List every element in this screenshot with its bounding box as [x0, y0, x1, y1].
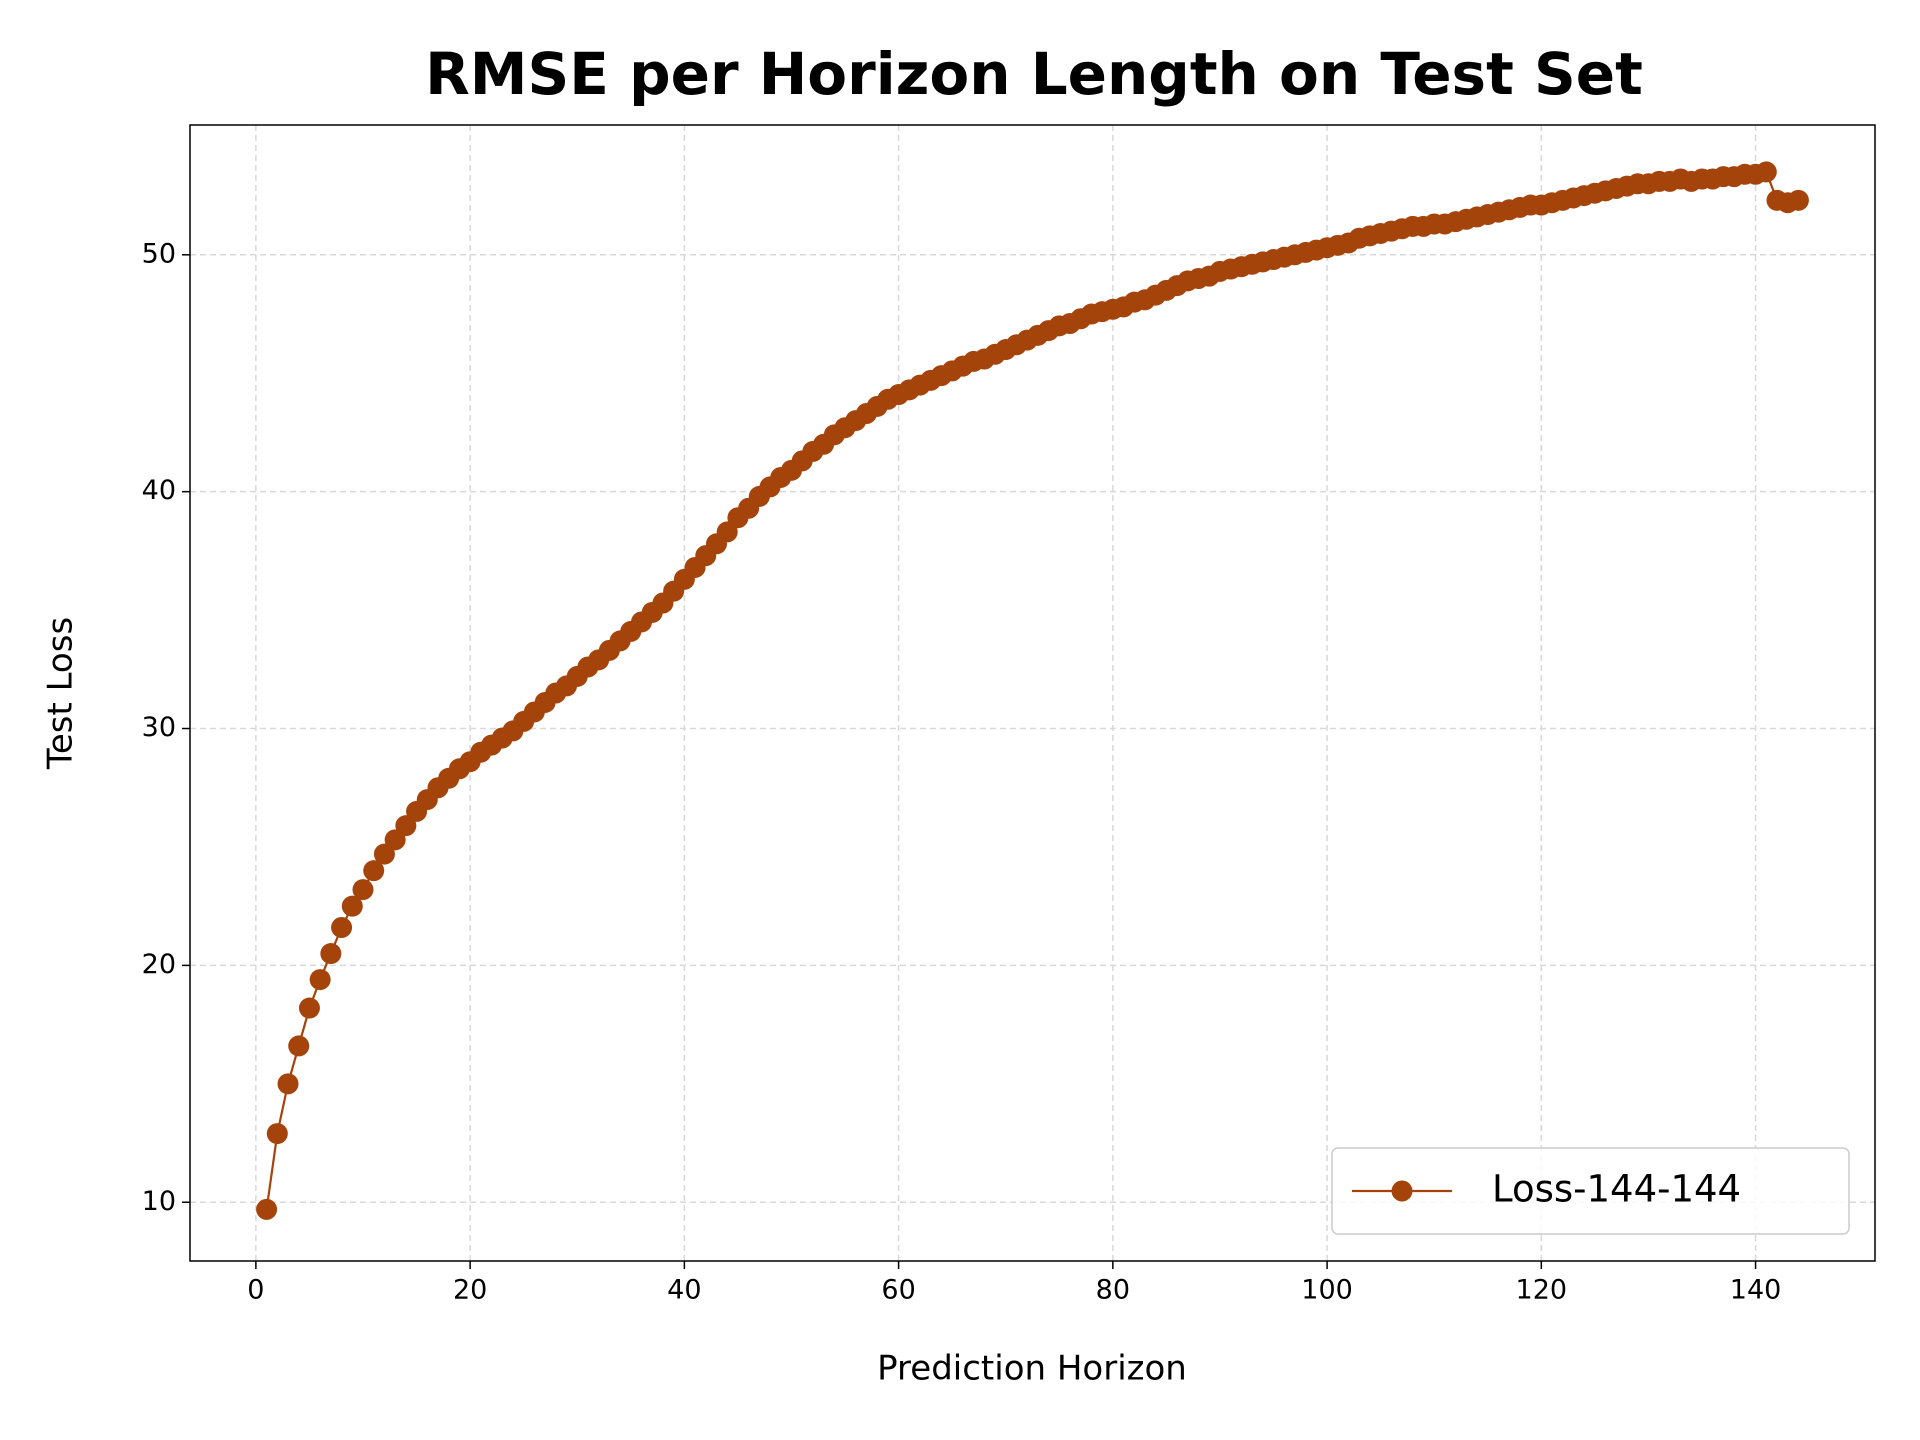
y-tick-label: 10 [142, 1186, 176, 1217]
plot-frame [189, 124, 1876, 1262]
x-tick-label: 40 [667, 1275, 701, 1306]
x-tick-label: 100 [1301, 1275, 1353, 1306]
x-tick-label: 80 [1096, 1275, 1130, 1306]
legend-marker [1391, 1180, 1413, 1202]
x-tick-label: 20 [453, 1275, 487, 1306]
y-tick-label: 30 [142, 712, 176, 743]
y-tick-label: 50 [142, 238, 176, 269]
marker [288, 1035, 310, 1057]
x-tick-label: 140 [1730, 1275, 1782, 1306]
legend-box [1331, 1147, 1850, 1235]
y-axis-label: Test Loss [41, 617, 81, 770]
x-tick-label: 0 [247, 1275, 264, 1306]
y-tick-label: 20 [142, 949, 176, 980]
marker [1787, 189, 1809, 211]
x-tick-label: 120 [1516, 1275, 1568, 1306]
marker [320, 943, 342, 965]
marker [309, 969, 331, 991]
marker [298, 997, 320, 1019]
marker [331, 916, 353, 938]
marker [1755, 161, 1777, 183]
x-tick-label: 60 [881, 1275, 915, 1306]
marker [266, 1123, 288, 1145]
marker [363, 860, 385, 882]
chart-title: RMSE per Horizon Length on Test Set [425, 40, 1643, 108]
x-axis-label: Prediction Horizon [877, 1349, 1187, 1389]
legend-label: Loss-144-144 [1492, 1168, 1741, 1211]
marker [277, 1073, 299, 1095]
marker [352, 879, 374, 901]
y-tick-label: 40 [142, 475, 176, 506]
marker [256, 1198, 278, 1220]
marker [341, 895, 363, 917]
